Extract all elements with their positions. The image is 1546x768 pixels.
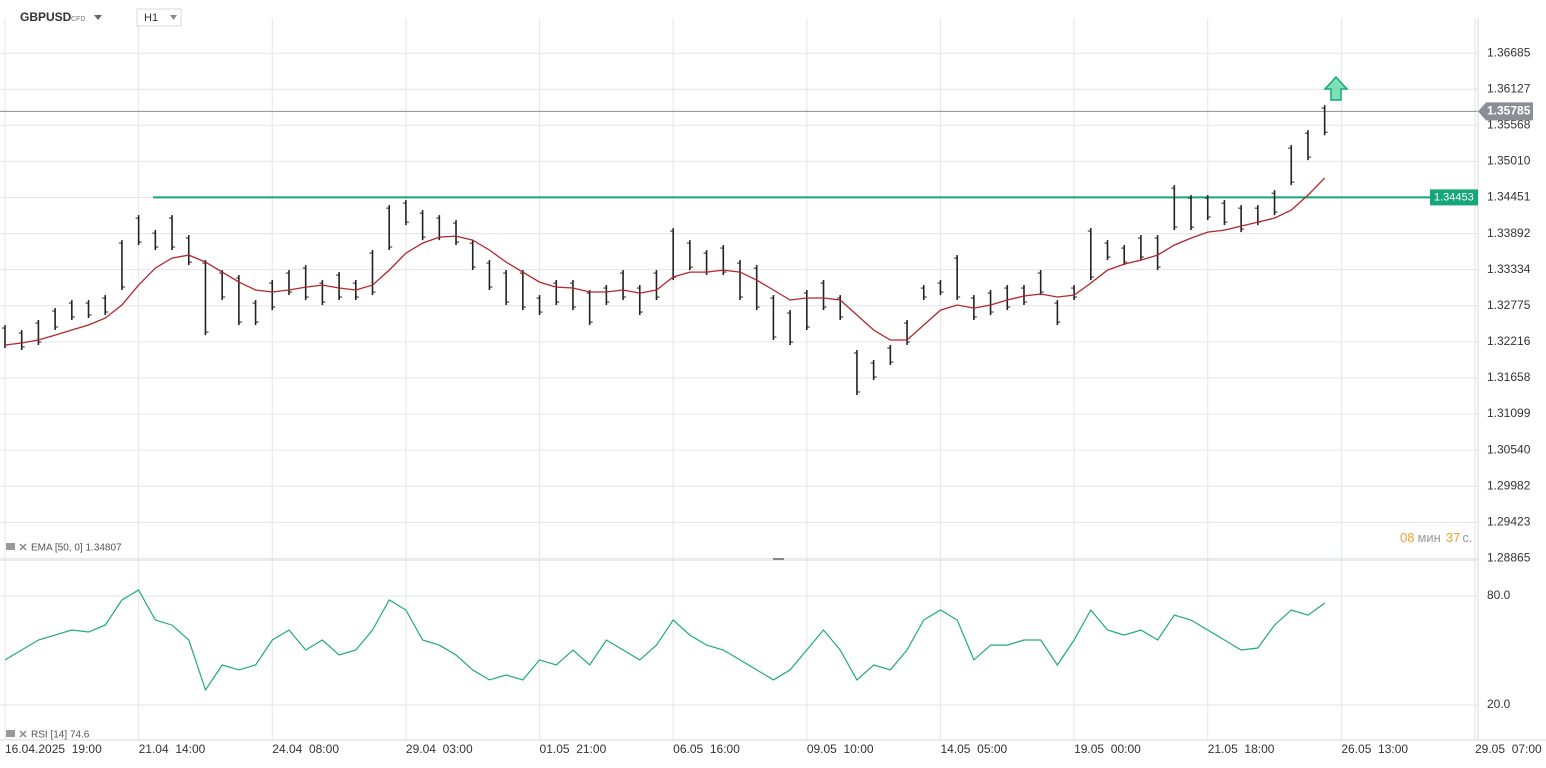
ema-line — [4, 177, 1326, 346]
symbol-dropdown[interactable] — [94, 15, 102, 20]
ema-legend: EMA [50, 0] 1.34807 — [6, 543, 122, 554]
symbol-type: CFD — [71, 16, 85, 23]
y-tick-label: 1.28865 — [1487, 551, 1531, 565]
timeframe-box[interactable] — [136, 8, 182, 27]
x-tick-label: 21.04 14:00 — [139, 742, 206, 756]
rsi-line — [4, 589, 1326, 692]
y-tick-label: 1.35568 — [1487, 117, 1531, 131]
timer-seconds: 37 — [1446, 530, 1460, 545]
timer-minutes: 08 — [1400, 530, 1414, 545]
y-tick-label: 1.32216 — [1487, 334, 1531, 348]
legend-icon[interactable] — [6, 543, 15, 550]
legend-close[interactable] — [19, 543, 27, 551]
y-tick-label: 1.32775 — [1487, 298, 1531, 312]
x-tick-label: 26.05 13:00 — [1341, 742, 1408, 756]
y-tick-label: 1.31099 — [1487, 406, 1531, 420]
y-tick-label: 1.34451 — [1487, 190, 1531, 204]
rsi-label: RSI [14] 74.6 — [31, 730, 90, 741]
ema-label: EMA [50, 0] 1.34807 — [31, 543, 122, 554]
y-tick-label: 1.30540 — [1487, 442, 1531, 456]
marks — [0, 105, 1478, 692]
y-tick-label: 1.29982 — [1487, 478, 1531, 492]
level-tag: 1.34453 — [1434, 191, 1474, 203]
x-tick-label: 24.04 08:00 — [272, 742, 339, 756]
timeframe[interactable]: H1 — [144, 12, 158, 24]
y-tick-label: 1.36685 — [1487, 45, 1531, 59]
timer-sec-unit: с. — [1462, 530, 1472, 545]
x-tick-label: 14.05 05:00 — [940, 742, 1007, 756]
legend-icon[interactable] — [6, 730, 15, 737]
x-tick-label: 09.05 10:00 — [807, 742, 874, 756]
grid — [0, 18, 1478, 740]
x-tick-label: 06.05 16:00 — [673, 742, 740, 756]
y-tick-label: 1.35010 — [1487, 154, 1531, 168]
y-tick-label: 1.31658 — [1487, 370, 1531, 384]
y-tick-label: 1.33892 — [1487, 226, 1531, 240]
symbol[interactable]: GBPUSD — [20, 10, 72, 24]
x-tick-label: 29.04 03:00 — [406, 742, 473, 756]
y-tick-label: 20.0 — [1487, 697, 1511, 711]
timeframe-dropdown[interactable] — [170, 15, 177, 20]
y-tick-label: 1.29423 — [1487, 515, 1531, 529]
x-tick-label: 29.05 07:00 — [1475, 742, 1542, 756]
level-tag-bg — [1430, 189, 1478, 206]
timer-min-unit: мин — [1417, 530, 1440, 545]
timer: 08 мин 37 с. — [1400, 530, 1472, 545]
x-tick-label: 16.04.2025 19:00 — [5, 742, 102, 756]
rsi-legend: RSI [14] 74.6 — [6, 730, 90, 741]
legend-close[interactable] — [19, 730, 27, 738]
signal-arrow — [1323, 75, 1349, 101]
x-tick-label: 01.05 21:00 — [540, 742, 607, 756]
last-price-tag-bg — [1478, 102, 1533, 121]
x-tick-label: 21.05 18:00 — [1208, 742, 1275, 756]
y-tick-label: 1.36127 — [1487, 81, 1531, 95]
y-tick-label: 80.0 — [1487, 588, 1511, 602]
y-tick-label: 1.33334 — [1487, 262, 1531, 276]
x-tick-label: 19.05 00:00 — [1074, 742, 1141, 756]
last-price-tag: 1.35785 — [1487, 104, 1531, 118]
